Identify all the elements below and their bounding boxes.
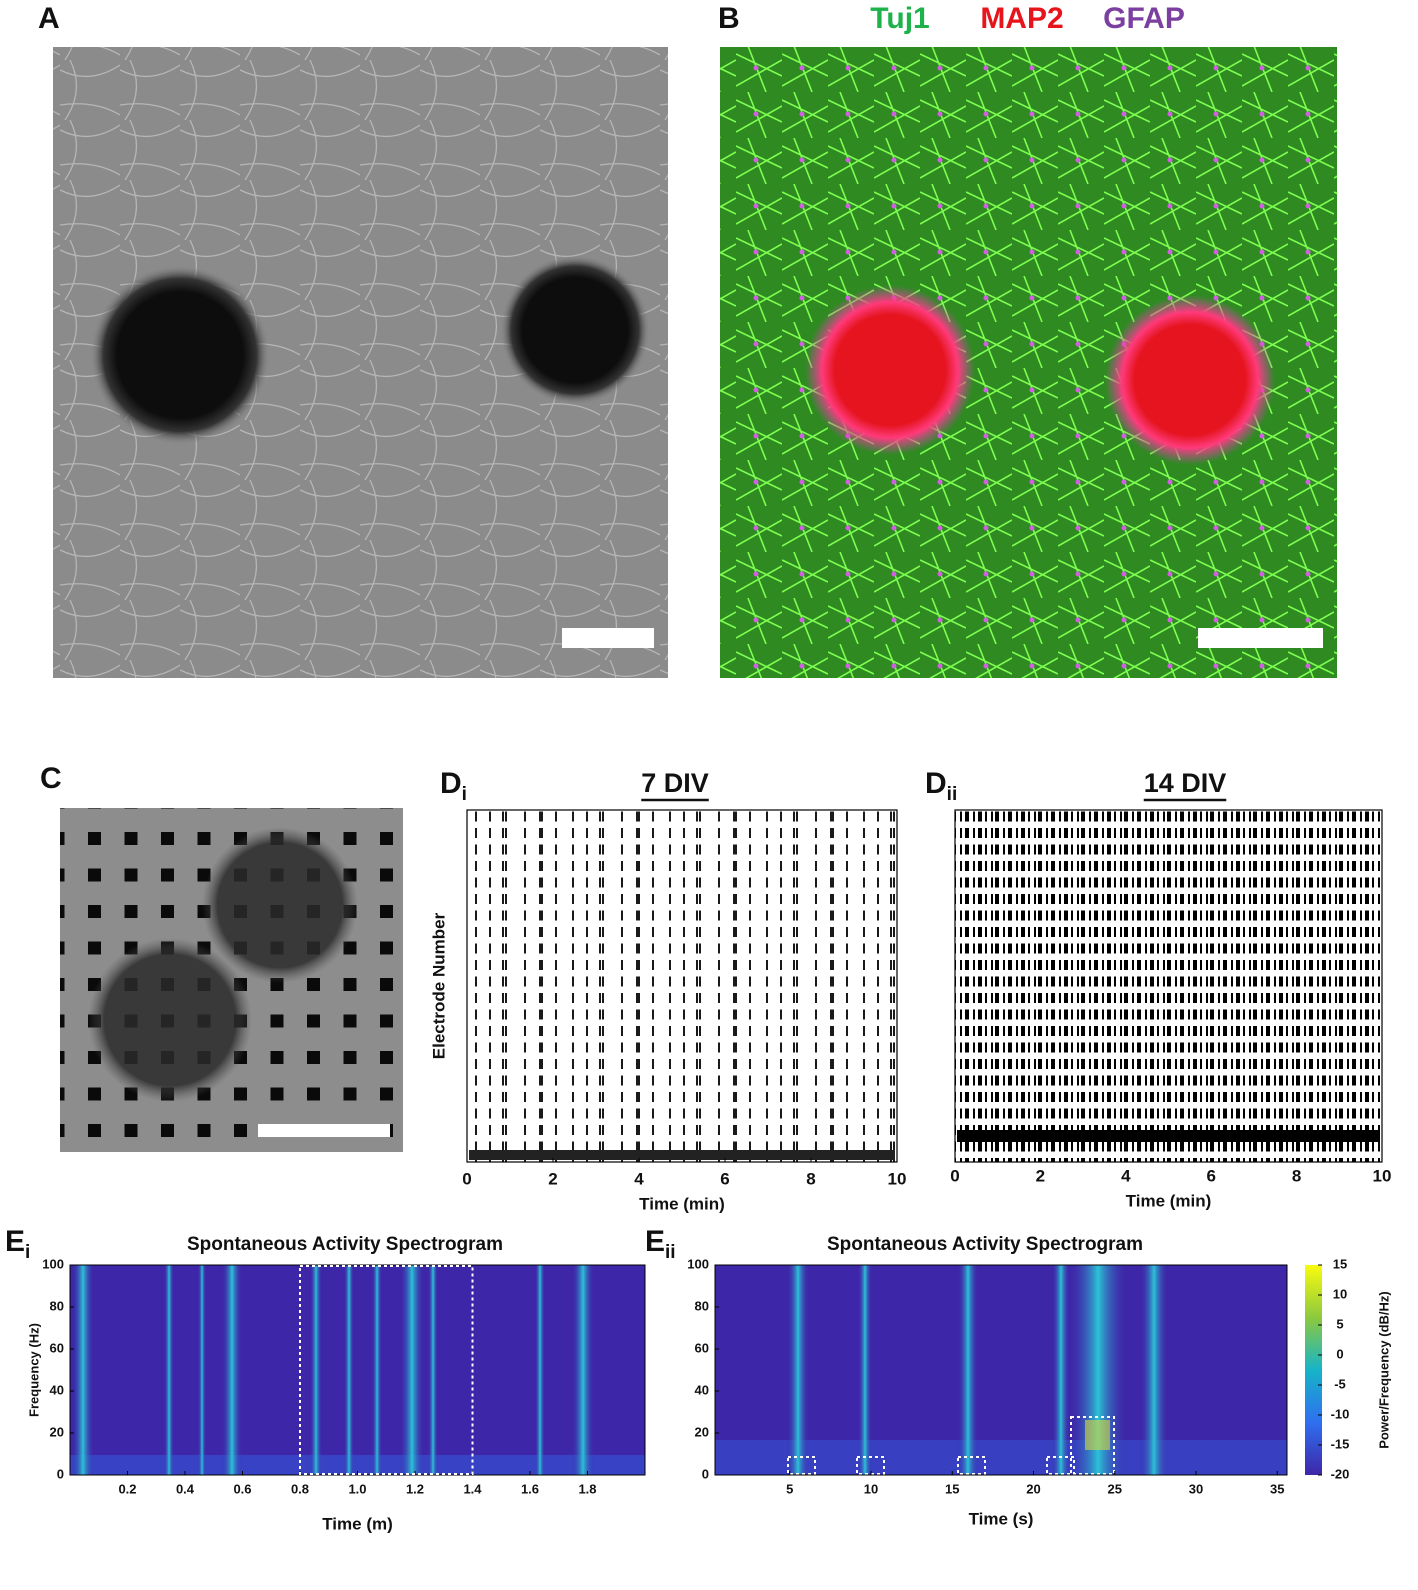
y-tick-label: 0: [57, 1466, 64, 1481]
x-tick-label: 5: [786, 1481, 793, 1496]
y-tick-label: 80: [50, 1298, 64, 1313]
stain-label: Tuj1: [870, 2, 929, 35]
x-tick-label: 1.4: [463, 1481, 482, 1496]
image-a: [53, 47, 668, 678]
x-tick-label: 2: [548, 1169, 557, 1188]
plot-frame: [69, 1264, 646, 1476]
x-tick-label: 25: [1108, 1481, 1122, 1496]
y-tick-label: 60: [695, 1340, 709, 1355]
x-axis-label: Time (s): [969, 1509, 1034, 1528]
image-c: [60, 808, 403, 1152]
x-tick-label: 10: [888, 1169, 907, 1188]
colorbar-label: Power/Frequency (dB/Hz): [1376, 1291, 1391, 1448]
panel-label: B: [718, 2, 740, 35]
colorbar-tick-label: 15: [1333, 1256, 1347, 1271]
y-axis-label: Electrode Number: [429, 912, 448, 1059]
x-tick-label: 15: [945, 1481, 959, 1496]
panel-label: Ei: [5, 1225, 30, 1263]
y-tick-label: 100: [42, 1256, 64, 1271]
panel-label: C: [40, 762, 62, 795]
x-tick-label: 1.0: [348, 1481, 366, 1496]
image-b: [720, 47, 1337, 678]
x-axis-label: Time (min): [639, 1194, 725, 1213]
x-tick-label: 2: [1036, 1166, 1045, 1185]
colorbar-tick-label: 5: [1336, 1316, 1343, 1331]
x-tick-label: 10: [1373, 1166, 1392, 1185]
x-tick-label: 10: [864, 1481, 878, 1496]
panel-label: Dii: [925, 767, 957, 805]
colorbar-tick-label: -20: [1331, 1466, 1350, 1481]
highlight-box: [299, 1265, 474, 1475]
y-tick-label: 0: [702, 1466, 709, 1481]
panel-label: Eii: [645, 1225, 676, 1263]
panel-letter: E: [5, 1225, 25, 1258]
panel-subscript: ii: [947, 784, 958, 805]
stain-label: GFAP: [1103, 2, 1185, 35]
raster-plot: [466, 809, 898, 1163]
panel-subscript: i: [25, 1242, 30, 1263]
x-axis-label: Time (m): [322, 1514, 393, 1533]
stain-label: MAP2: [980, 2, 1063, 35]
raster-row: [469, 1150, 895, 1160]
plot-frame: [714, 1264, 1288, 1476]
y-tick-label: 100: [687, 1256, 709, 1271]
panel-title: Spontaneous Activity Spectrogram: [827, 1234, 1143, 1255]
colorbar-tick-label: -15: [1331, 1436, 1350, 1451]
x-tick-label: 35: [1270, 1481, 1284, 1496]
panel-letter: E: [645, 1225, 665, 1258]
raster-row: [957, 1130, 1380, 1142]
x-tick-label: 20: [1026, 1481, 1040, 1496]
x-tick-label: 6: [720, 1169, 729, 1188]
panel-title: 14 DIV: [1144, 768, 1227, 798]
x-tick-label: 1.2: [406, 1481, 424, 1496]
colorbar: [1305, 1265, 1322, 1475]
raster-plot: [954, 809, 1383, 1163]
panel-subscript: i: [462, 784, 467, 805]
x-tick-label: 8: [1292, 1166, 1301, 1185]
y-tick-label: 20: [50, 1424, 64, 1439]
x-tick-label: 4: [1121, 1166, 1131, 1185]
x-tick-label: 0: [462, 1169, 471, 1188]
x-tick-label: 0.6: [233, 1481, 251, 1496]
colorbar-tick-label: -5: [1334, 1376, 1346, 1391]
x-axis-label: Time (min): [1126, 1191, 1212, 1210]
y-tick-label: 40: [695, 1382, 709, 1397]
panel-letter: D: [440, 767, 462, 800]
x-tick-label: 8: [806, 1169, 815, 1188]
x-tick-label: 0.2: [118, 1481, 136, 1496]
panel-subscript: ii: [665, 1242, 676, 1263]
panel-letter: D: [925, 767, 947, 800]
panel-title: 7 DIV: [641, 768, 709, 798]
colorbar-tick-label: 0: [1336, 1346, 1343, 1361]
stain-legend: Tuj1 MAP2 GFAP: [870, 2, 1185, 35]
x-tick-label: 0: [950, 1166, 959, 1185]
x-tick-label: 30: [1189, 1481, 1203, 1496]
y-tick-label: 80: [695, 1298, 709, 1313]
spectrogram-i: [70, 1265, 645, 1475]
y-tick-label: 40: [50, 1382, 64, 1397]
x-tick-label: 1.8: [578, 1481, 596, 1496]
panel-label: Di: [440, 767, 467, 805]
y-tick-label: 60: [50, 1340, 64, 1355]
x-tick-label: 1.6: [521, 1481, 539, 1496]
spectrogram-ii: [715, 1265, 1287, 1475]
x-tick-label: 6: [1206, 1166, 1215, 1185]
panel-title: Spontaneous Activity Spectrogram: [187, 1234, 503, 1255]
x-tick-label: 4: [634, 1169, 644, 1188]
colorbar-tick-label: -10: [1331, 1406, 1350, 1421]
x-tick-label: 0.8: [291, 1481, 309, 1496]
y-axis-label: Frequency (Hz): [26, 1323, 41, 1417]
panel-label: A: [38, 2, 60, 35]
x-tick-label: 0.4: [176, 1481, 195, 1496]
colorbar-tick-label: 10: [1333, 1286, 1347, 1301]
y-tick-label: 20: [695, 1424, 709, 1439]
